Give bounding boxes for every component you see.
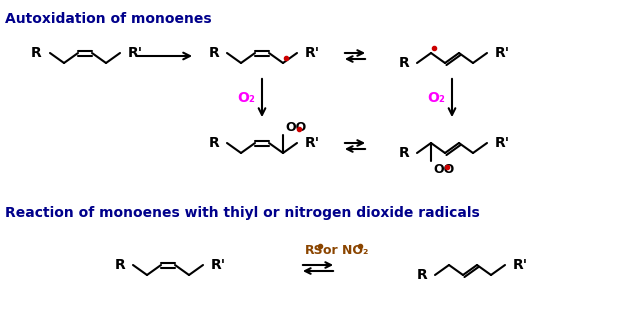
Text: R': R' [128, 46, 143, 60]
Text: R': R' [495, 136, 510, 150]
Text: R: R [398, 56, 409, 70]
Text: R': R' [495, 46, 510, 60]
Text: R: R [114, 258, 125, 272]
Text: R: R [416, 268, 427, 282]
Text: or NO₂: or NO₂ [323, 243, 369, 257]
Text: R: R [31, 46, 42, 60]
Text: R': R' [305, 46, 320, 60]
Text: R: R [208, 46, 219, 60]
Text: R': R' [211, 258, 226, 272]
Text: Reaction of monoenes with thiyl or nitrogen dioxide radicals: Reaction of monoenes with thiyl or nitro… [5, 206, 480, 220]
Text: R': R' [305, 136, 320, 150]
Text: O₂: O₂ [427, 91, 445, 105]
Text: RS: RS [305, 243, 324, 257]
Text: Autoxidation of monoenes: Autoxidation of monoenes [5, 12, 212, 26]
Text: OO: OO [433, 163, 455, 176]
Text: R': R' [513, 258, 528, 272]
Text: R: R [208, 136, 219, 150]
Text: OO: OO [285, 121, 306, 134]
Text: O₂: O₂ [237, 91, 255, 105]
Text: R: R [398, 146, 409, 160]
